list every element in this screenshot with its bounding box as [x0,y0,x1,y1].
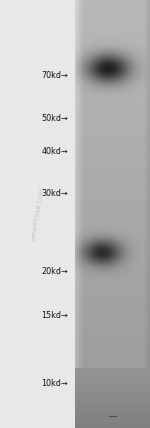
Text: 30kd→: 30kd→ [41,188,68,197]
Text: 10kd→: 10kd→ [41,378,68,387]
Text: 20kd→: 20kd→ [41,268,68,276]
Text: 50kd→: 50kd→ [41,113,68,122]
Text: www.PTGAB.COM: www.PTGAB.COM [30,187,45,241]
Text: 15kd→: 15kd→ [41,312,68,321]
Text: 70kd→: 70kd→ [41,71,68,80]
Text: 40kd→: 40kd→ [41,148,68,157]
